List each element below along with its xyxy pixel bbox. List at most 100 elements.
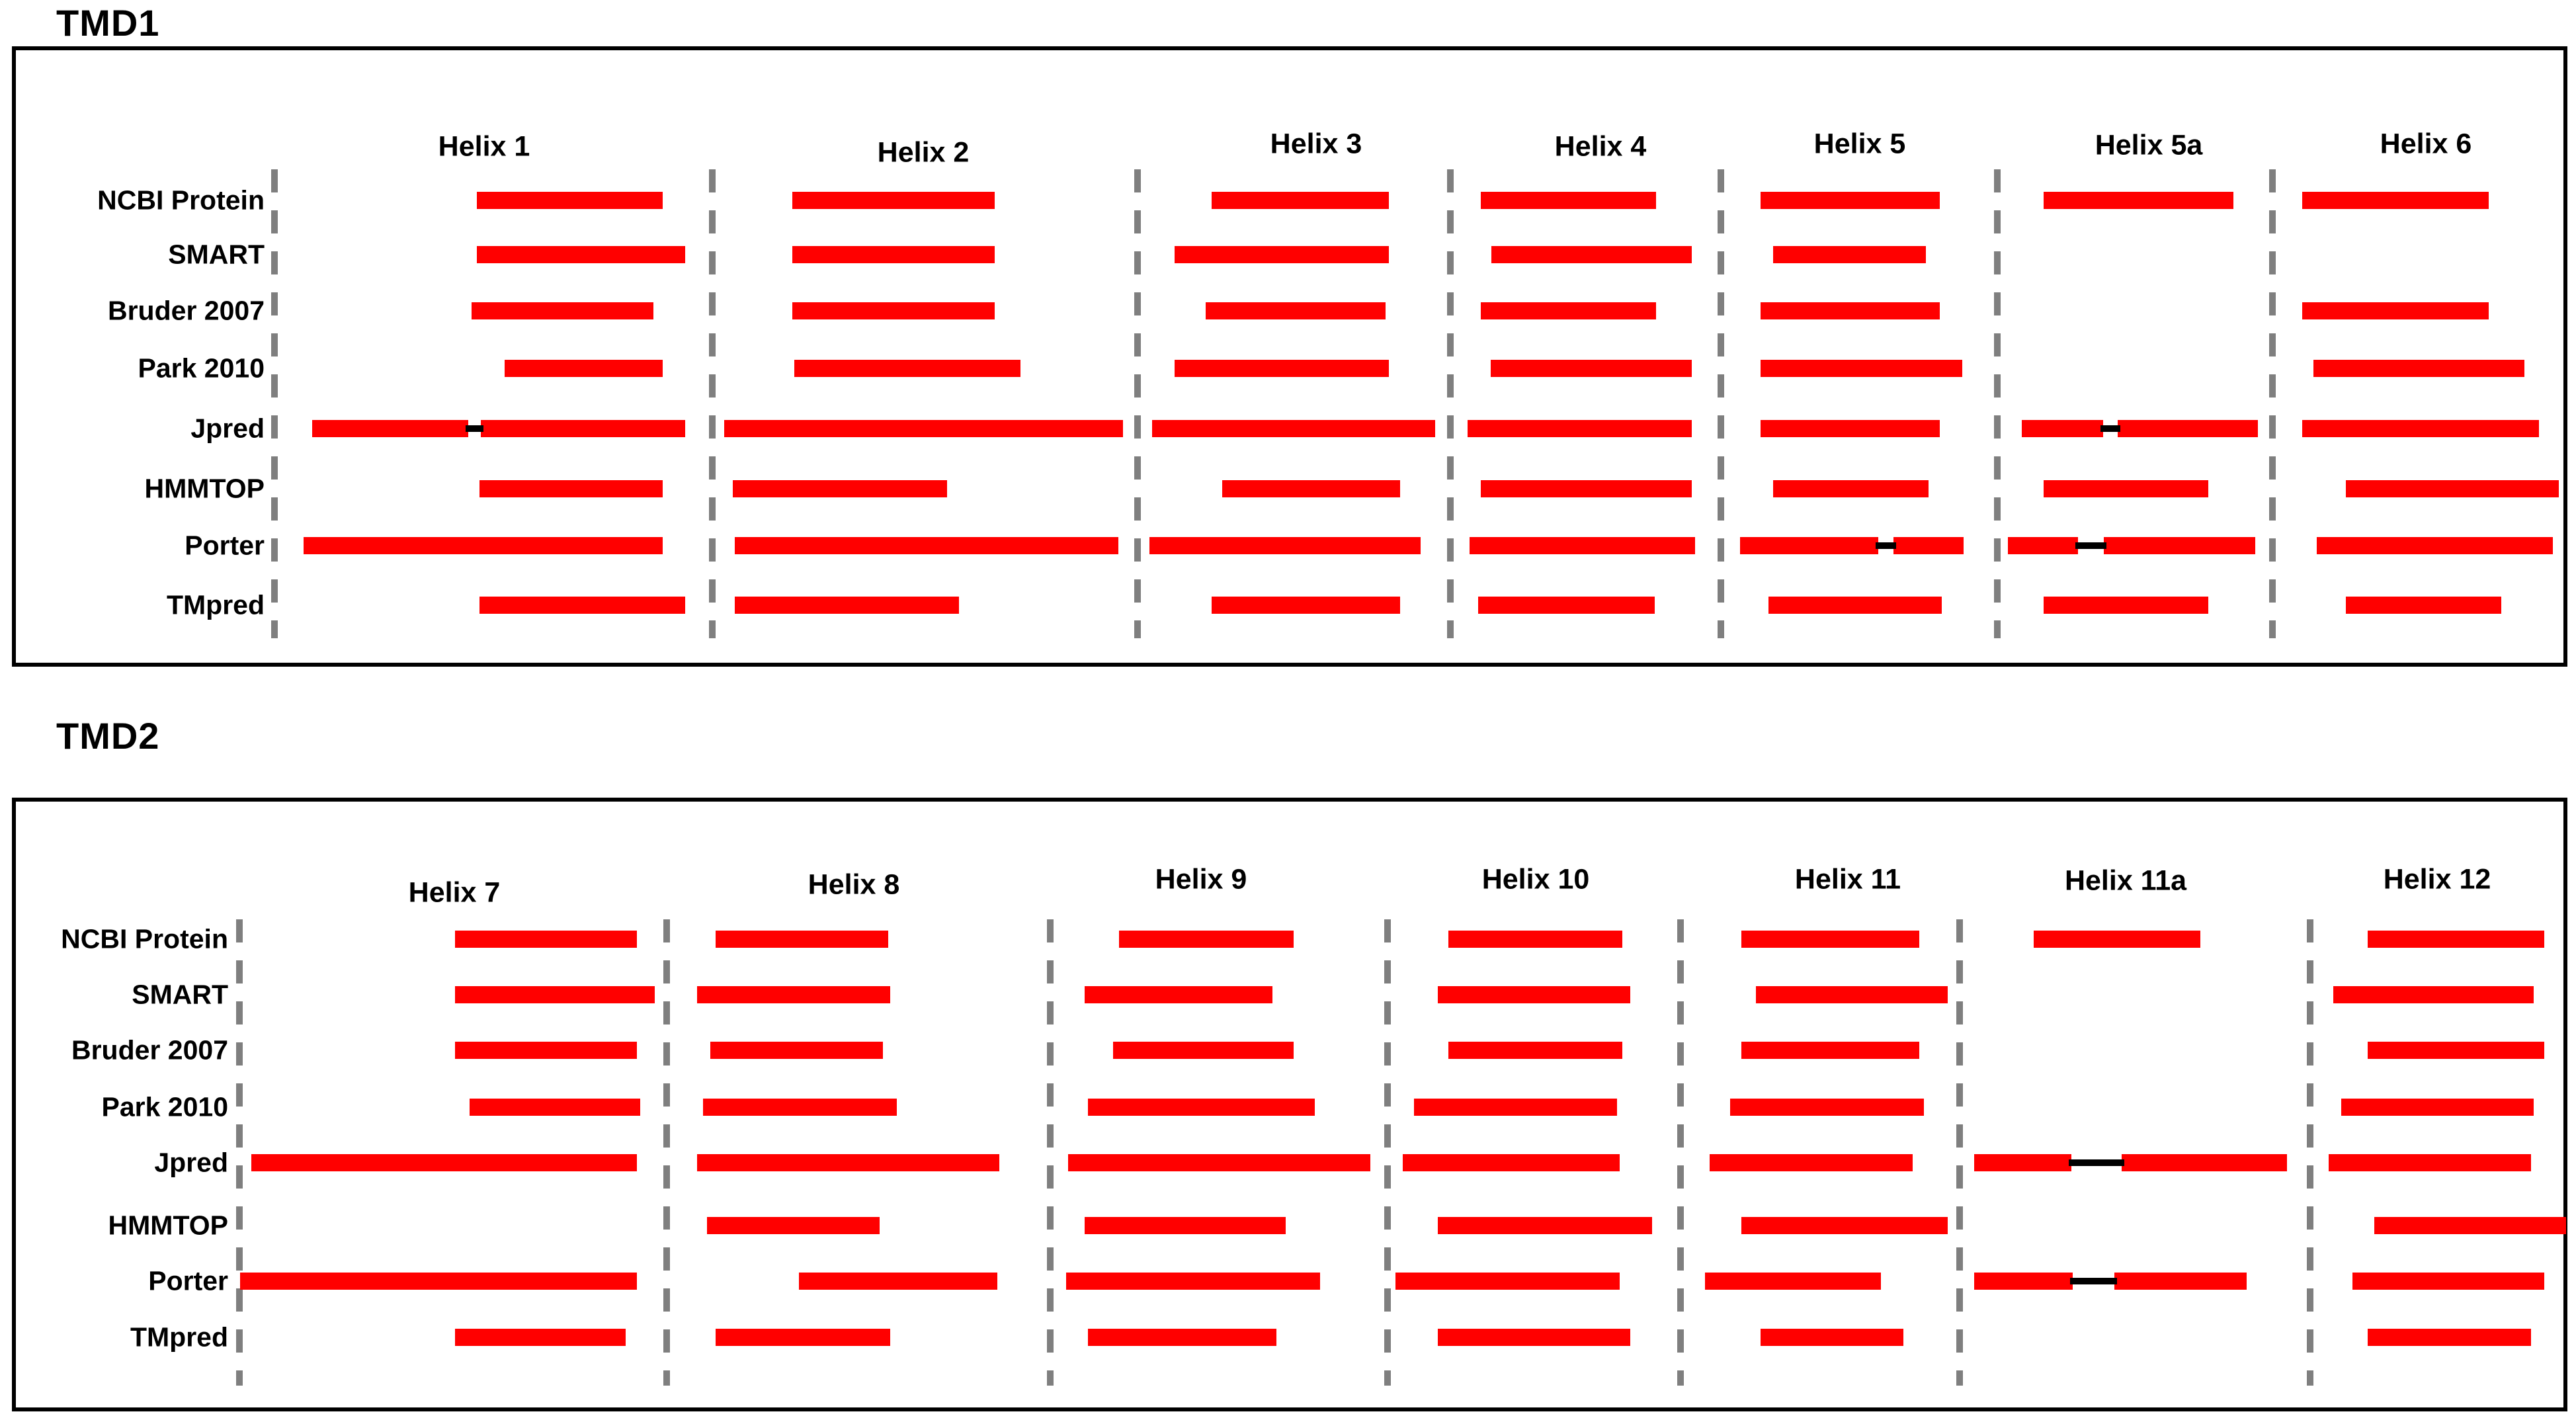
helix-label: Helix 11 <box>1794 863 1901 896</box>
helix-bar <box>1741 931 1919 948</box>
helix-bar <box>1491 360 1692 377</box>
helix-bar <box>724 420 1123 437</box>
helix-bar <box>1113 1042 1294 1059</box>
helix-bar <box>1088 1099 1315 1116</box>
helix-bar <box>735 537 1118 554</box>
column-divider <box>1718 169 1724 638</box>
helix-bar <box>470 1099 640 1116</box>
helix-bar <box>455 1329 626 1346</box>
helix-connector <box>466 425 483 432</box>
helix-bar <box>1761 360 1962 377</box>
helix-bar <box>716 931 888 948</box>
helix-bar <box>479 480 663 497</box>
helix-bar <box>1705 1273 1881 1290</box>
helix-bar <box>2333 986 2534 1003</box>
helix-bar <box>1741 1042 1919 1059</box>
column-divider <box>1994 169 2001 638</box>
helix-bar <box>1066 1273 1320 1290</box>
helix-bar <box>251 1154 637 1171</box>
helix-label: Helix 9 <box>1155 863 1247 896</box>
row-label: Bruder 2007 <box>107 295 265 326</box>
helix-bar <box>792 302 995 319</box>
helix-connector <box>2069 1159 2124 1166</box>
helix-bar <box>505 360 663 377</box>
helix-bar <box>1761 302 1940 319</box>
helix-bar <box>2368 1042 2544 1059</box>
helix-bar <box>1768 597 1942 614</box>
helix-bar <box>1740 537 1878 554</box>
helix-bar <box>1773 480 1929 497</box>
helix-bar <box>2122 1154 2287 1171</box>
helix-label: Helix 4 <box>1554 130 1647 163</box>
column-divider <box>1047 919 1054 1386</box>
helix-bar <box>1730 1099 1924 1116</box>
helix-bar <box>477 246 685 263</box>
helix-label: Helix 3 <box>1270 128 1362 160</box>
helix-bar <box>707 1217 880 1234</box>
helix-bar <box>1175 246 1389 263</box>
row-label: NCBI Protein <box>97 185 265 216</box>
helix-bar <box>710 1042 883 1059</box>
helix-bar <box>1761 192 1940 209</box>
row-label: Jpred <box>190 413 265 444</box>
helix-bar <box>1212 192 1389 209</box>
helix-bar <box>2302 420 2539 437</box>
helix-bar <box>2008 537 2078 554</box>
helix-label: Helix 12 <box>2383 863 2491 896</box>
row-label: Park 2010 <box>138 353 265 384</box>
helix-bar <box>1741 1217 1948 1234</box>
helix-bar <box>2346 597 2501 614</box>
helix-bar <box>2114 1273 2247 1290</box>
helix-bar <box>1212 597 1400 614</box>
column-divider <box>1134 169 1141 638</box>
helix-label: Helix 7 <box>408 876 501 909</box>
helix-bar <box>733 480 947 497</box>
panel-box <box>12 798 2567 1411</box>
helix-bar <box>1085 986 1272 1003</box>
helix-bar <box>479 597 685 614</box>
helix-bar <box>716 1329 890 1346</box>
helix-bar <box>1085 1217 1286 1234</box>
helix-label: Helix 10 <box>1481 863 1590 896</box>
helix-bar <box>2346 480 2559 497</box>
helix-bar <box>240 1273 637 1290</box>
helix-bar <box>1448 931 1622 948</box>
helix-bar <box>2034 931 2200 948</box>
helix-bar <box>2368 931 2544 948</box>
helix-bar <box>477 192 663 209</box>
helix-bar <box>472 302 653 319</box>
helix-bar <box>1438 986 1630 1003</box>
helix-bar <box>2022 420 2103 437</box>
helix-bar <box>1119 931 1294 948</box>
row-label: Jpred <box>154 1147 228 1178</box>
helix-bar <box>1893 537 1964 554</box>
helix-bar <box>455 931 637 948</box>
helix-bar <box>2313 360 2524 377</box>
column-divider <box>271 169 278 638</box>
helix-bar <box>1088 1329 1276 1346</box>
helix-label: Helix 8 <box>808 868 900 901</box>
column-divider <box>1956 919 1963 1386</box>
helix-bar <box>2352 1273 2544 1290</box>
helix-bar <box>2368 1329 2531 1346</box>
helix-bar <box>1470 537 1695 554</box>
column-divider <box>1677 919 1684 1386</box>
panel-title: TMD2 <box>56 715 160 757</box>
helix-bar <box>1491 246 1692 263</box>
column-divider <box>236 919 243 1386</box>
helix-bar <box>1756 986 1948 1003</box>
helix-bar <box>697 1154 999 1171</box>
panel-box <box>12 46 2567 667</box>
helix-bar <box>2329 1154 2531 1171</box>
helix-bar <box>304 537 663 554</box>
row-label: Porter <box>185 530 265 561</box>
column-divider <box>2269 169 2276 638</box>
helix-bar <box>2374 1217 2566 1234</box>
helix-bar <box>1468 420 1692 437</box>
helix-bar <box>735 597 959 614</box>
helix-label: Helix 11a <box>2064 864 2187 897</box>
helix-bar <box>2317 537 2553 554</box>
helix-connector <box>1876 542 1896 549</box>
helix-bar <box>1481 302 1656 319</box>
